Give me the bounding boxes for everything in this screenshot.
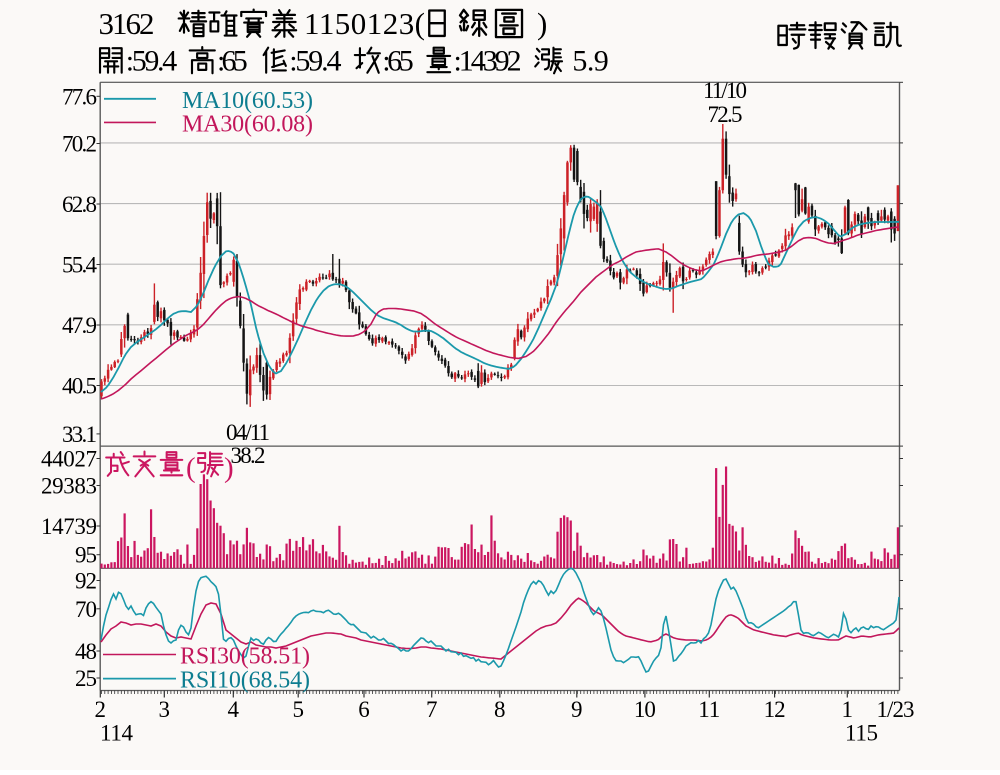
svg-text::65: :65 — [217, 45, 248, 78]
svg-text:95: 95 — [75, 543, 97, 568]
svg-text:72.5: 72.5 — [708, 102, 743, 127]
svg-text:(: ( — [186, 452, 196, 484]
svg-text:): ) — [537, 6, 547, 41]
svg-text:33.1: 33.1 — [62, 422, 97, 447]
svg-text:1: 1 — [842, 697, 854, 722]
svg-text:3: 3 — [159, 697, 171, 722]
svg-text:4: 4 — [228, 697, 240, 722]
svg-text:MA30(60.08): MA30(60.08) — [182, 112, 313, 138]
svg-text:5: 5 — [292, 697, 304, 722]
svg-text:62.8: 62.8 — [62, 192, 97, 217]
svg-text:40.5: 40.5 — [62, 374, 97, 399]
svg-text:1/23: 1/23 — [877, 697, 915, 722]
svg-text:115: 115 — [845, 721, 878, 746]
svg-text:70.2: 70.2 — [62, 132, 97, 157]
svg-text::14392: :14392 — [454, 45, 522, 78]
svg-text:RSI10(68.54): RSI10(68.54) — [180, 668, 310, 694]
svg-text:25: 25 — [75, 666, 97, 691]
svg-text:38.2: 38.2 — [231, 443, 266, 468]
svg-text:55.4: 55.4 — [62, 253, 98, 278]
svg-text:): ) — [224, 452, 234, 484]
svg-text:9: 9 — [571, 697, 583, 722]
svg-text:29383: 29383 — [41, 474, 97, 499]
svg-text:1150123(: 1150123( — [304, 6, 425, 41]
svg-text:2: 2 — [95, 697, 107, 722]
svg-text:77.6: 77.6 — [62, 84, 97, 109]
svg-text:10: 10 — [634, 697, 656, 722]
svg-text::59.4: :59.4 — [289, 45, 341, 78]
svg-text:11/10: 11/10 — [703, 78, 747, 103]
svg-text:92: 92 — [75, 569, 97, 594]
svg-text:11: 11 — [698, 697, 720, 722]
svg-text:MA10(60.53): MA10(60.53) — [182, 88, 313, 114]
svg-text:5.9: 5.9 — [572, 45, 608, 78]
svg-text:114: 114 — [100, 721, 134, 746]
svg-text:70: 70 — [75, 597, 97, 622]
svg-text:RSI30(58.51): RSI30(58.51) — [180, 644, 310, 670]
svg-text:48: 48 — [75, 639, 97, 664]
svg-text:3162: 3162 — [99, 6, 155, 41]
svg-text:04/11: 04/11 — [226, 420, 270, 445]
svg-text::65: :65 — [382, 45, 414, 78]
svg-text:7: 7 — [426, 697, 438, 722]
svg-text:6: 6 — [358, 697, 370, 722]
svg-text:14739: 14739 — [41, 514, 97, 539]
svg-text:47.9: 47.9 — [62, 313, 97, 338]
svg-text:44027: 44027 — [41, 447, 97, 472]
svg-text::59.4: :59.4 — [126, 45, 178, 78]
svg-text:12: 12 — [764, 697, 786, 722]
svg-text:8: 8 — [494, 697, 506, 722]
